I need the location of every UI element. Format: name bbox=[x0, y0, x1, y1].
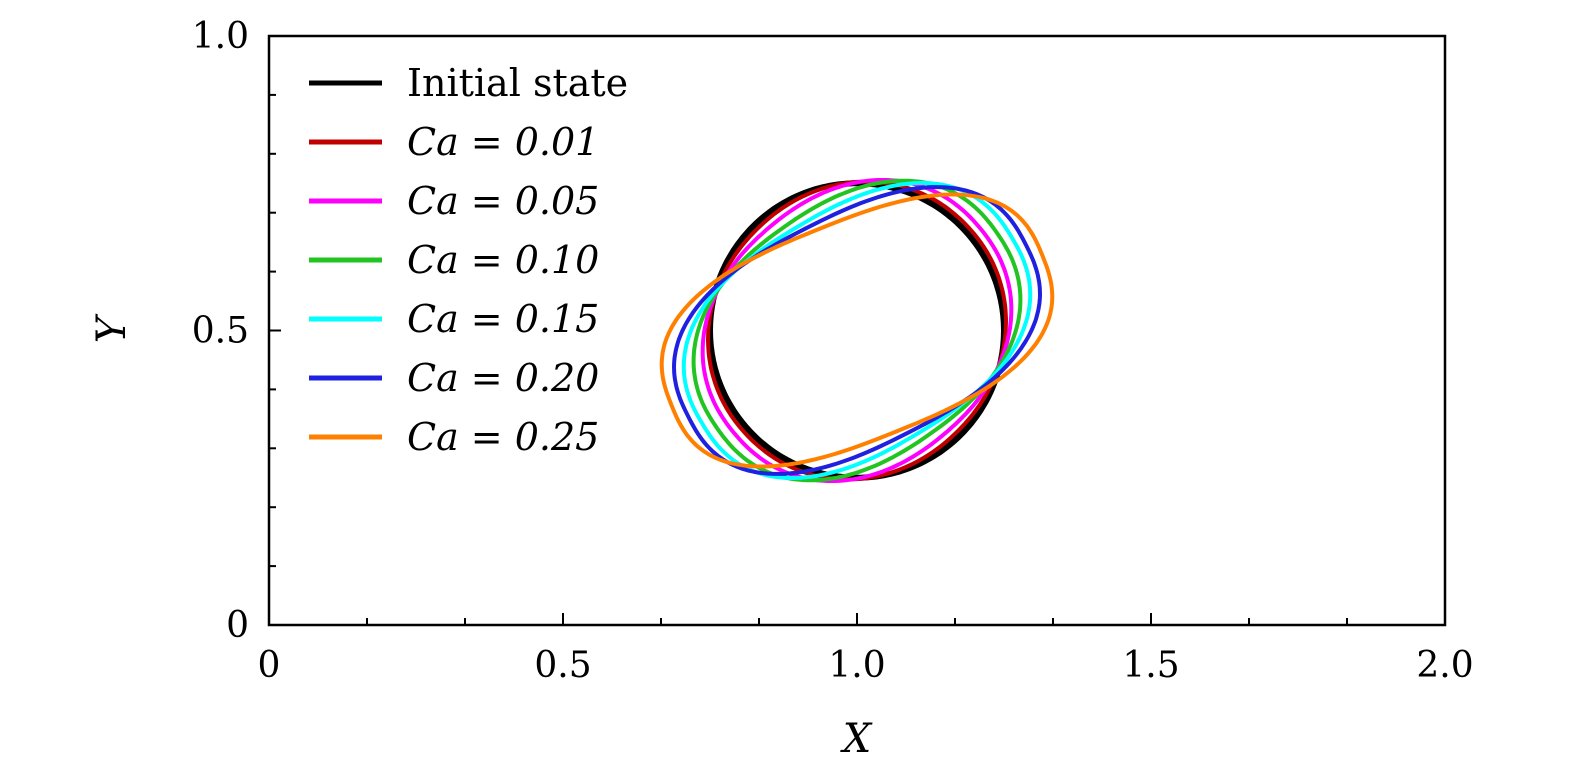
legend-label: Ca = 0.25 bbox=[407, 415, 599, 459]
x-tick-label: 0.5 bbox=[534, 645, 591, 686]
legend-label: Ca = 0.05 bbox=[407, 179, 599, 223]
series-curve-3 bbox=[691, 178, 1023, 483]
legend-label: Ca = 0.01 bbox=[407, 120, 599, 164]
series-curve-6 bbox=[659, 192, 1055, 469]
legend-label: Ca = 0.10 bbox=[407, 238, 599, 282]
ticks: 0 0.5 1.0 1.5 2.0 0 0.5 1.0 bbox=[192, 16, 1474, 686]
x-tick-label: 1.5 bbox=[1122, 645, 1179, 686]
x-tick-label: 0 bbox=[258, 645, 281, 686]
y-tick-label: 1.0 bbox=[192, 16, 249, 57]
legend-label: Ca = 0.15 bbox=[407, 297, 599, 341]
x-tick-label: 2.0 bbox=[1416, 645, 1473, 686]
legend: Initial state Ca = 0.01 Ca = 0.05 Ca = 0.10… bbox=[309, 61, 628, 459]
y-tick-label: 0.5 bbox=[192, 311, 249, 352]
x-axis-label: X bbox=[840, 716, 873, 762]
legend-label: Initial state bbox=[407, 61, 628, 105]
series-curve-5 bbox=[671, 185, 1043, 476]
series-curve-0 bbox=[706, 180, 1008, 481]
y-axis-label: Y bbox=[89, 313, 135, 343]
legend-label: Ca = 0.20 bbox=[407, 356, 599, 400]
y-tick-label: 0 bbox=[226, 605, 249, 646]
series-curve-4 bbox=[681, 181, 1033, 480]
curves bbox=[659, 178, 1055, 483]
x-tick-label: 1.0 bbox=[828, 645, 885, 686]
